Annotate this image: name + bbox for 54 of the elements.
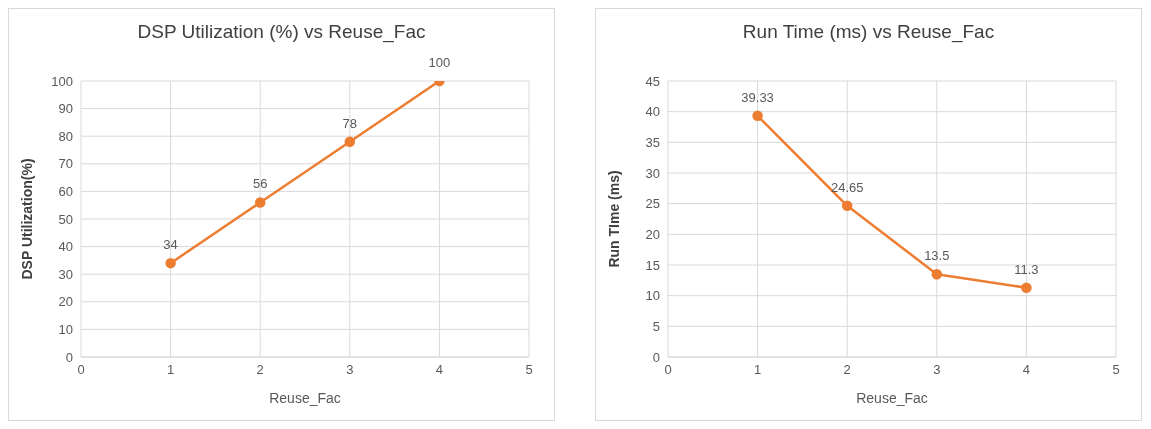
y-tick-label: 35 — [645, 134, 660, 150]
chart-title: DSP Utilization (%) vs Reuse_Fac — [136, 21, 427, 45]
x-tick-label: 2 — [256, 362, 264, 378]
data-label: 13.5 — [924, 248, 950, 264]
x-tick-label: 0 — [664, 362, 672, 378]
y-tick-label: 40 — [645, 104, 660, 120]
y-tick-label: 45 — [645, 73, 660, 89]
data-label: 11.3 — [1014, 261, 1039, 277]
x-axis-title: Reuse_Fac — [269, 390, 341, 406]
x-tick-label: 1 — [753, 362, 762, 378]
data-label: 100 — [428, 55, 451, 70]
y-tick-label: 70 — [58, 156, 73, 172]
x-tick-label: 3 — [933, 362, 941, 378]
x-tick-label: 4 — [1022, 362, 1031, 378]
y-tick-label: 15 — [645, 257, 660, 273]
y-tick-label: 20 — [58, 294, 73, 310]
y-tick-label: 50 — [58, 211, 73, 227]
y-tick-label: 10 — [58, 322, 73, 338]
x-tick-label: 0 — [77, 362, 85, 378]
y-tick-label: 25 — [645, 196, 660, 212]
point — [1021, 282, 1032, 293]
y-axis-title: Run TIme (ms) — [605, 170, 622, 268]
y-tick-label: 80 — [58, 128, 73, 144]
y-tick-label: 100 — [51, 73, 73, 89]
y-tick-label: 0 — [65, 349, 73, 365]
x-axis-title: Reuse_Fac — [856, 390, 928, 406]
data-label: 34 — [163, 237, 178, 253]
y-tick-label: 90 — [58, 101, 73, 117]
y-tick-label: 60 — [58, 184, 73, 200]
data-label: 24.65 — [830, 179, 864, 195]
x-tick-label: 5 — [1112, 362, 1120, 378]
y-tick-label: 30 — [645, 165, 660, 181]
y-tick-label: 30 — [58, 266, 73, 282]
x-tick-label: 5 — [525, 362, 533, 378]
data-label: 56 — [252, 176, 268, 192]
data-label: 78 — [342, 115, 358, 131]
y-tick-label: 5 — [652, 318, 660, 334]
x-tick-label: 3 — [346, 362, 354, 378]
chart-title: Run Time (ms) vs Reuse_Fac — [741, 21, 996, 45]
y-tick-label: 20 — [645, 226, 660, 242]
point — [931, 268, 943, 280]
y-tick-label: 40 — [58, 239, 73, 255]
data-label: 39.33 — [741, 89, 774, 105]
y-tick-label: 0 — [652, 349, 660, 365]
point — [752, 110, 763, 122]
y-tick-label: 10 — [645, 288, 660, 304]
x-tick-label: 4 — [435, 362, 444, 378]
point — [841, 200, 853, 212]
x-tick-label: 2 — [843, 362, 851, 378]
point — [165, 257, 176, 269]
y-axis-title: DSP Utilization(%) — [18, 158, 35, 280]
point — [344, 136, 356, 147]
point — [254, 197, 266, 208]
x-tick-label: 1 — [166, 362, 175, 378]
